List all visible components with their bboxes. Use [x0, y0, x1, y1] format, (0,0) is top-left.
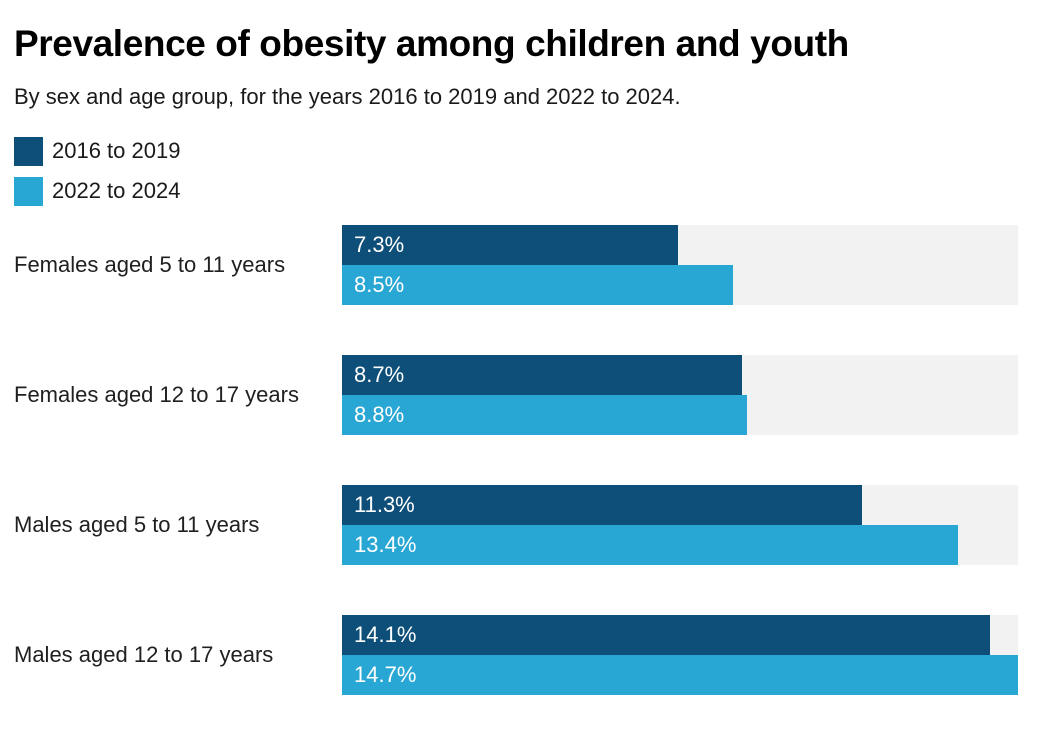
legend: 2016 to 2019 2022 to 2024 — [14, 136, 1018, 206]
bar-track: 14.1% 14.7% — [342, 614, 1018, 695]
bar-track: 7.3% 8.5% — [342, 224, 1018, 305]
category-label: Males aged 12 to 17 years — [14, 642, 274, 668]
chart-row: Males aged 12 to 17 years 14.1% 14.7% — [14, 614, 1018, 695]
chart-title: Prevalence of obesity among children and… — [14, 23, 849, 64]
legend-label: 2016 to 2019 — [52, 138, 181, 164]
bar-value-label: 13.4% — [354, 531, 417, 557]
bar-value-label: 8.5% — [354, 271, 405, 297]
chart-subtitle: By sex and age group, for the years 2016… — [14, 84, 681, 110]
bar-value-label: 8.7% — [354, 361, 405, 387]
bar-2016-to-2019: 8.7% — [342, 354, 743, 395]
category-label: Males aged 5 to 11 years — [14, 512, 260, 538]
bar-2022-to-2024: 13.4% — [342, 524, 959, 565]
infographic: Prevalence of obesity among children and… — [14, 23, 1018, 695]
bar-value-label: 7.3% — [354, 231, 405, 257]
chart-row: Males aged 5 to 11 years 11.3% 13.4% — [14, 484, 1018, 565]
legend-swatch-light-blue — [14, 176, 43, 206]
bar-2016-to-2019: 7.3% — [342, 224, 678, 265]
bar-2022-to-2024: 8.5% — [342, 264, 733, 305]
category-label: Females aged 12 to 17 years — [14, 382, 299, 408]
bar-track: 8.7% 8.8% — [342, 354, 1018, 435]
bar-value-label: 14.1% — [354, 621, 417, 647]
bar-2022-to-2024: 8.8% — [342, 394, 747, 435]
bar-value-label: 11.3% — [354, 491, 415, 517]
bar-2016-to-2019: 11.3% — [342, 484, 862, 525]
chart-row: Females aged 12 to 17 years 8.7% 8.8% — [14, 354, 1018, 435]
legend-swatch-dark-blue — [14, 136, 43, 166]
chart-row: Females aged 5 to 11 years 7.3% 8.5% — [14, 224, 1018, 305]
bar-value-label: 8.8% — [354, 401, 405, 427]
bar-2022-to-2024: 14.7% — [342, 654, 1018, 695]
legend-item-2016-2019: 2016 to 2019 — [14, 136, 1018, 166]
bar-2016-to-2019: 14.1% — [342, 614, 991, 655]
legend-item-2022-2024: 2022 to 2024 — [14, 176, 1018, 206]
category-label: Females aged 5 to 11 years — [14, 252, 286, 278]
bar-value-label: 14.7% — [354, 661, 417, 687]
bar-track: 11.3% 13.4% — [342, 484, 1018, 565]
bar-chart: Females aged 5 to 11 years 7.3% 8.5% Female… — [14, 224, 1018, 695]
legend-label: 2022 to 2024 — [52, 178, 181, 204]
